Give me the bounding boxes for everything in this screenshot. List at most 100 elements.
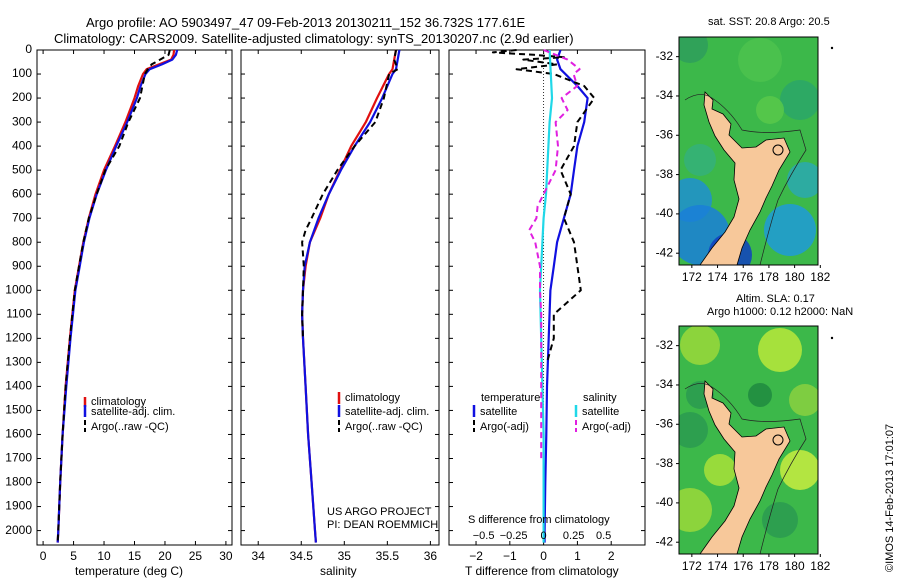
map-y-tick-label: -38 [656, 456, 674, 470]
map-y-tick-label: -34 [656, 377, 674, 391]
map-x-tick-label: 172 [682, 559, 702, 573]
depth-tick-label: 1900 [5, 499, 32, 513]
temperature-x-axis: 0 5 10 15 20 25 30 [40, 50, 233, 563]
depth-tick-label: 0 [25, 42, 32, 56]
t-difference-label: T difference from climatology [465, 564, 619, 578]
sla-anomaly-blob [748, 383, 772, 407]
sla-anomaly-blob [758, 328, 802, 372]
sst-anomaly-blob [780, 80, 818, 120]
depth-axis: 0 100 200 300 400 500 600 700 800 900 1000 1100 1200… [5, 42, 645, 537]
legend-label-climatology: climatology [91, 396, 147, 408]
sla-anomaly-blob [704, 454, 736, 486]
sla-anomaly-blob [780, 450, 818, 490]
sla-map-axes: 172 174 176 178 180 182 -32 -34 -36 -38 -40 -42 [656, 338, 831, 573]
x-tick-label: 1 [574, 549, 581, 563]
depth-tick-label: 800 [12, 234, 32, 248]
series-argo [301, 49, 399, 339]
map-x-tick-label: 182 [810, 559, 830, 573]
depth-tick-label: 1400 [5, 379, 32, 393]
sst-anomaly-blob [679, 37, 708, 63]
sla-map-title-line2: Argo h1000: 0.12 h2000: NaN [707, 306, 853, 318]
depth-tick-label: 900 [12, 258, 32, 272]
s-difference-tick-labels: −0.5 −0.25 0 0.25 0.5 [473, 530, 612, 542]
depth-tick-label: 1000 [5, 282, 32, 296]
difference-x-axis: −2 −1 0 1 2 [469, 50, 615, 563]
sla-anomaly-blob [789, 384, 818, 416]
legend-label-argo: Argo(..raw -QC) [91, 421, 169, 433]
depth-tick-label: 300 [12, 114, 32, 128]
x-tick-label: 34.5 [290, 549, 314, 563]
x-tick-label: 35 [338, 549, 352, 563]
sst-map-field [679, 37, 818, 265]
sst-anomaly-blob [756, 96, 784, 124]
series-satellite [56, 49, 179, 543]
legend-label-climatology: climatology [345, 392, 401, 404]
x-tick-label: 35.5 [376, 549, 400, 563]
map-x-tick-label: 176 [733, 559, 753, 573]
sla-anomaly-blob [679, 412, 708, 448]
s-tick-label: −0.25 [500, 530, 528, 542]
map-x-tick-label: 178 [759, 559, 779, 573]
legend-heading-temperature: temperature [481, 392, 540, 404]
legend-label-s-argo: Argo(-adj) [582, 421, 631, 433]
series-salinity-satellite [538, 49, 554, 543]
salinity-series [301, 49, 401, 543]
series-climatology [301, 49, 398, 543]
s-tick-label: 0.5 [596, 530, 611, 542]
depth-tick-label: 1200 [5, 331, 32, 345]
temperature-series [56, 49, 179, 543]
sst-map-land [699, 91, 791, 265]
temperature-panel-frame [36, 49, 233, 546]
copyright-timestamp: ©IMOS 14-Feb-2013 17:01:07 [884, 424, 896, 572]
depth-tick-label: 1600 [5, 427, 32, 441]
s-tick-label: −0.5 [473, 530, 495, 542]
salinity-panel-frame [240, 49, 440, 546]
pi-annotation: PI: DEAN ROEMMICH [327, 519, 438, 531]
sst-anomaly-blob [684, 144, 716, 176]
difference-panel-frame [448, 49, 646, 546]
salinity-legend: climatology satellite-adj. clim. Argo(..… [337, 392, 429, 433]
legend-label-satellite: satellite-adj. clim. [345, 406, 429, 418]
legend-label-t-satellite: satellite [480, 406, 517, 418]
map-y-tick-label: -42 [656, 534, 674, 548]
temperature-axis-label: temperature (deg C) [75, 564, 183, 578]
depth-tick-label: 200 [12, 90, 32, 104]
map-x-tick-label: 180 [785, 270, 805, 284]
sla-map-land [699, 380, 791, 554]
sst-map-axes: 172 174 176 178 180 182 -32 -34 -36 -38 -40 -42 [656, 49, 831, 284]
map-y-tick-label: -40 [656, 495, 674, 509]
sst-map-contour [684, 94, 807, 265]
s-tick-label: 0.25 [563, 530, 584, 542]
map-y-tick-label: -42 [656, 245, 674, 259]
map-x-tick-label: 174 [708, 559, 728, 573]
depth-tick-label: 1300 [5, 355, 32, 369]
x-tick-label: 25 [189, 549, 203, 563]
sst-map-title: sat. SST: 20.8 Argo: 20.5 [708, 16, 830, 28]
sla-anomaly-blob [679, 488, 712, 532]
series-temperature-argo [491, 49, 596, 363]
sst-anomaly-blob [738, 38, 782, 82]
map-y-tick-label: -32 [656, 49, 674, 63]
figure-title-line1: Argo profile: AO 5903497_47 09-Feb-2013 … [86, 15, 526, 30]
salinity-axis-label: salinity [320, 564, 357, 578]
x-tick-label: 30 [219, 549, 233, 563]
map-y-tick-label: -32 [656, 338, 674, 352]
map-y-tick-label: -38 [656, 167, 674, 181]
depth-tick-label: 700 [12, 210, 32, 224]
map-y-tick-label: -36 [656, 127, 674, 141]
map-y-tick-label: -36 [656, 416, 674, 430]
depth-tick-label: 1800 [5, 475, 32, 489]
sst-map-argo-marker [772, 144, 784, 156]
temperature-legend: climatology satellite-adj. clim. Argo(..… [83, 396, 175, 433]
difference-series [491, 49, 596, 543]
series-argo [56, 49, 171, 543]
legend-heading-salinity: salinity [583, 392, 617, 404]
sla-map-dot [830, 336, 834, 340]
difference-legend: temperature salinity satellite Argo(-adj… [472, 392, 631, 433]
map-y-tick-label: -40 [656, 206, 674, 220]
x-tick-label: 36 [424, 549, 438, 563]
sla-map-contour [684, 383, 807, 554]
figure-title-line2: Climatology: CARS2009. Satellite-adjuste… [54, 31, 574, 46]
map-x-tick-label: 178 [759, 270, 779, 284]
